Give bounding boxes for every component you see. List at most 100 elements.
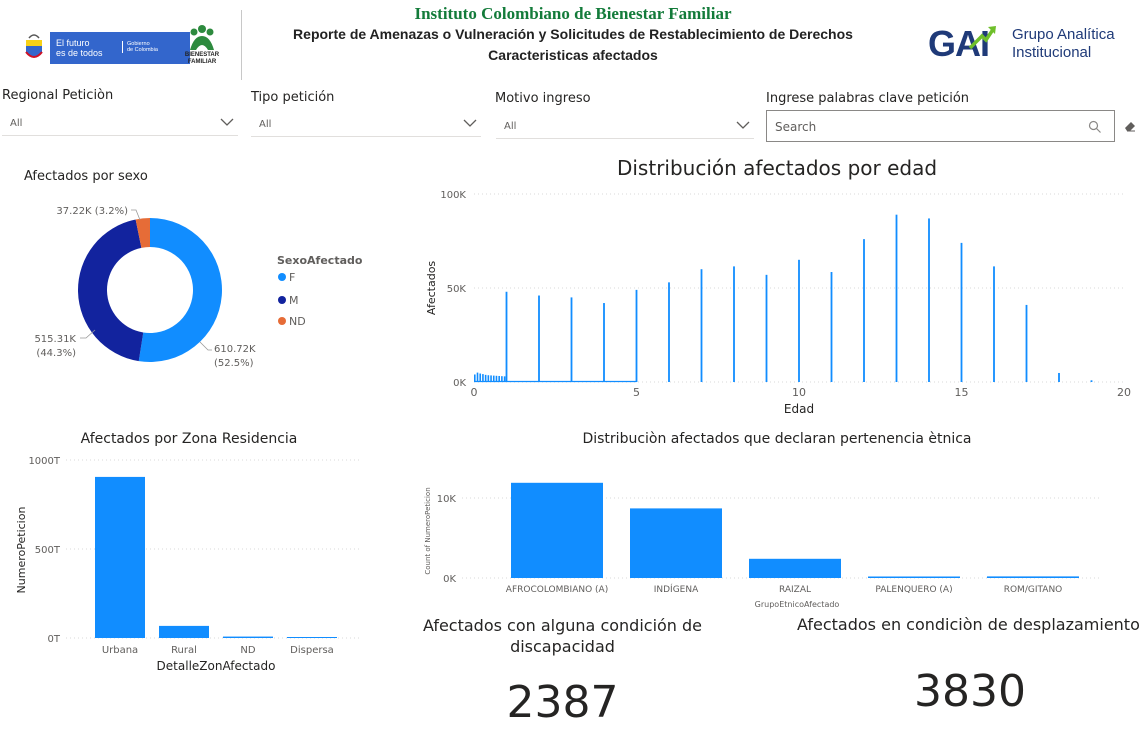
gai-mark: GAI: [928, 23, 990, 64]
regional-filter-label: Regional Peticiòn: [2, 88, 114, 103]
sexo-label-nd: 37.22K (3.2%): [56, 206, 128, 217]
discapacidad-title-line2: discapacidad: [510, 637, 615, 656]
gai-arrow-icon: [968, 26, 996, 50]
edad-xtick-0: 0: [471, 386, 478, 399]
edad-bar-10[interactable]: [798, 259, 800, 382]
report-title: Reporte de Amenazas o Vulneración y Soli…: [293, 26, 853, 42]
zona-bar-dispersa[interactable]: [287, 637, 337, 638]
regional-filter-dropdown[interactable]: All: [2, 112, 238, 136]
sexo-slice-m[interactable]: [78, 219, 144, 362]
bienestar-familiar-logo: BIENESTAR FAMILIAR: [182, 22, 222, 67]
zona-bar-rural[interactable]: [159, 625, 209, 638]
org-title: Instituto Colombiano de Bienestar Famili…: [414, 4, 732, 23]
sexo-legend-swatch-f: [278, 273, 286, 281]
zona-chart-title: Afectados por Zona Residencia: [80, 431, 298, 447]
search-input[interactable]: Search: [766, 110, 1115, 142]
edad-xtick-4: 20: [1117, 386, 1131, 399]
zona-xtick-rural: Rural: [171, 645, 197, 656]
motivo-filter-label: Motivo ingreso: [495, 91, 591, 106]
edad-bar-12[interactable]: [863, 239, 865, 382]
discapacidad-card-title: Afectados con alguna condición de discap…: [410, 615, 715, 657]
edad-bar-9[interactable]: [765, 274, 768, 382]
etnica-bar-indigena[interactable]: [630, 508, 722, 578]
sexo-legend-m[interactable]: M: [289, 294, 299, 307]
etnica-ytick-0: 0K: [443, 574, 456, 585]
tipo-filter-value: All: [259, 119, 272, 130]
edad-bar-8[interactable]: [733, 266, 735, 382]
chevron-down-icon: [463, 119, 477, 127]
etnica-xtick-rom: ROM/GITANO: [1004, 585, 1063, 595]
zona-bar-nd[interactable]: [223, 636, 273, 638]
edad-bar-2[interactable]: [538, 295, 540, 382]
etnica-bar-raizal[interactable]: [749, 558, 841, 578]
edad-bar-4[interactable]: [603, 303, 605, 382]
discapacidad-card-value: 2387: [506, 677, 619, 728]
gov-logo-line2: es de todos: [56, 48, 103, 58]
edad-bar-infant-11[interactable]: [503, 376, 506, 382]
bf-logo-line2: FAMILIAR: [187, 59, 217, 65]
edad-bar-infant-5[interactable]: [487, 375, 490, 382]
etnica-ytick-1: 10K: [437, 494, 457, 505]
eraser-icon[interactable]: [1123, 119, 1137, 133]
sexo-legend-swatch-m: [278, 296, 286, 304]
edad-bar-16[interactable]: [993, 266, 995, 382]
sexo-leader-f: [199, 341, 212, 351]
edad-bar-infant-9[interactable]: [498, 375, 500, 382]
zona-ytick-1: 500T: [35, 545, 61, 556]
edad-bar-1[interactable]: [505, 291, 508, 382]
discapacidad-title-line1: Afectados con alguna condición de: [422, 616, 703, 635]
edad-bar-infant-4[interactable]: [484, 374, 487, 382]
edad-bar-19[interactable]: [1090, 380, 1093, 382]
zona-ylabel: NumeroPeticion: [15, 507, 28, 594]
edad-bar-infant-7[interactable]: [492, 375, 495, 382]
sexo-label-f-1: 610.72K: [214, 344, 256, 355]
edad-bar-infant-3[interactable]: [482, 374, 484, 382]
gov-logo-line4: de Colombia: [127, 47, 158, 53]
edad-bar-6[interactable]: [668, 282, 670, 382]
sexo-slice-nd[interactable]: [135, 218, 150, 248]
zona-bar-urbana[interactable]: [95, 476, 145, 638]
zona-xtick-urbana: Urbana: [102, 645, 138, 656]
zona-ytick-0: 0T: [48, 634, 61, 645]
edad-bar-14[interactable]: [928, 218, 930, 382]
edad-bar-infant-2[interactable]: [479, 373, 482, 382]
edad-xtick-3: 15: [955, 386, 969, 399]
edad-bar-5[interactable]: [635, 289, 638, 382]
colombia-coat-of-arms-icon: [25, 34, 43, 58]
gai-line1: Grupo Analítica: [1012, 26, 1115, 43]
motivo-filter-dropdown[interactable]: All: [496, 115, 754, 139]
edad-bar-3[interactable]: [570, 297, 573, 382]
sexo-label-f-2: (52.5%): [214, 358, 254, 369]
edad-bar-infant-1[interactable]: [476, 372, 479, 382]
edad-bar-15[interactable]: [960, 242, 963, 382]
etnica-bar-afro[interactable]: [511, 482, 603, 578]
edad-bar-11[interactable]: [830, 272, 833, 382]
edad-bar-18[interactable]: [1058, 372, 1060, 382]
sexo-slice-f[interactable]: [138, 218, 223, 362]
report-subtitle: Caracteristicas afectados: [488, 47, 658, 63]
etnica-ylabel: Count of NumeroPeticion: [424, 487, 432, 574]
regional-filter-value: All: [10, 118, 23, 129]
keywords-filter-label: Ingrese palabras clave petición: [766, 91, 970, 106]
sexo-legend-f[interactable]: F: [289, 271, 295, 284]
etnica-bar-rom[interactable]: [987, 576, 1079, 578]
edad-ytick-2: 100K: [440, 190, 466, 201]
zona-ytick-2: 1000T: [28, 456, 60, 467]
etnica-xtick-afro: AFROCOLOMBIANO (A): [506, 585, 608, 595]
etnica-chart-title: Distribuciòn afectados que declaran pert…: [582, 431, 972, 447]
edad-bar-infant-10[interactable]: [501, 376, 503, 382]
edad-bar-7[interactable]: [700, 269, 703, 382]
sexo-legend-nd[interactable]: ND: [289, 315, 306, 328]
edad-bar-13[interactable]: [895, 214, 898, 382]
edad-bar-infant-6[interactable]: [490, 375, 492, 382]
family-icon: [190, 25, 214, 50]
edad-bar-17[interactable]: [1025, 304, 1028, 382]
edad-bar-infant-0[interactable]: [474, 374, 476, 382]
tipo-filter-dropdown[interactable]: All: [251, 113, 481, 137]
etnica-bar-chart: 0K 10K AFROCOLOMBIANO (A) INDÍGENA RAIZA…: [424, 482, 1100, 609]
gov-logo-line1: El futuro: [56, 38, 90, 48]
sexo-leader-nd: [131, 209, 141, 221]
gai-logo: GAI Grupo Analítica Institucional: [928, 22, 1138, 66]
edad-bar-infant-8[interactable]: [495, 375, 498, 382]
etnica-bar-palenquero[interactable]: [868, 576, 960, 579]
